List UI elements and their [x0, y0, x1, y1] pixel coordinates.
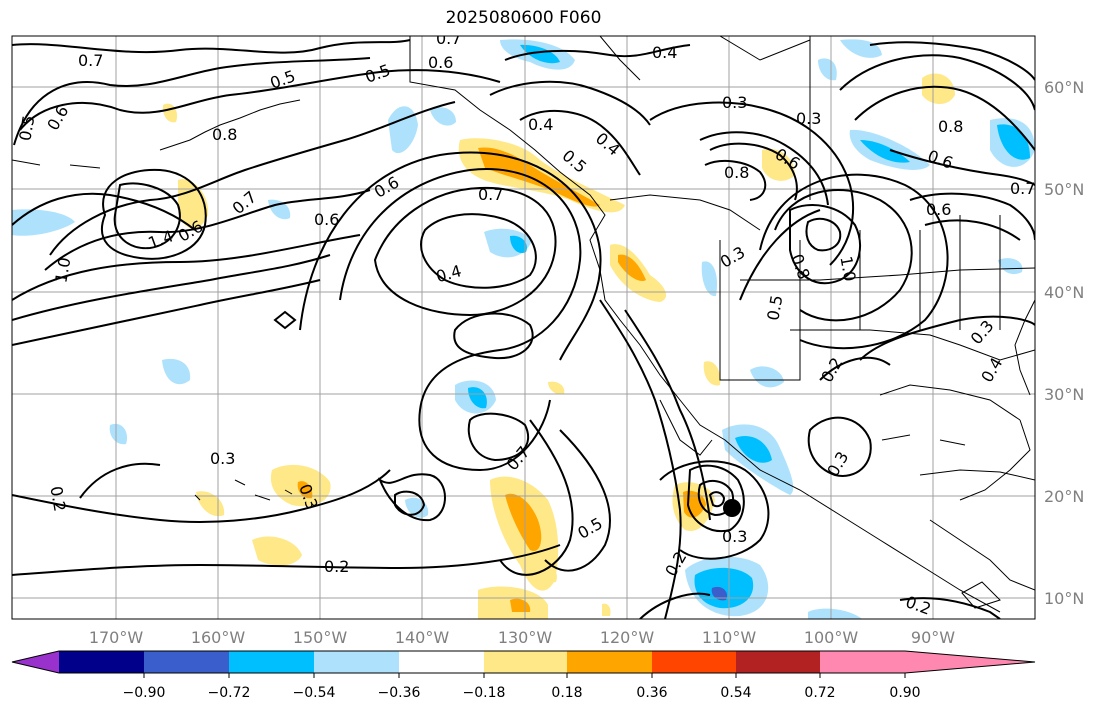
colorbar-segment — [59, 651, 144, 673]
anomaly-shading — [12, 39, 1035, 619]
contour-label: 0.4 — [652, 43, 677, 62]
lon-label: 160°W — [191, 628, 246, 647]
colorbar-tick-label: −0.18 — [463, 685, 506, 701]
map-title: 2025080600 F060 — [445, 8, 602, 28]
contour-label: 0.7 — [478, 185, 503, 204]
colorbar-tick-label: 0.18 — [551, 685, 582, 701]
contour-label: 0.5 — [763, 294, 786, 322]
contour-label: 0.7 — [1010, 179, 1035, 198]
colorbar-tick-label: 0.90 — [889, 685, 920, 701]
colorbar-ticks — [143, 673, 906, 678]
lat-label: 30°N — [1044, 385, 1084, 404]
contour-label: 0.2 — [324, 557, 349, 576]
contour-label: 0.3 — [210, 449, 235, 468]
colorbar-segment — [399, 651, 484, 673]
colorbar-tick-label: −0.72 — [208, 685, 251, 701]
colorbar-extend-max — [905, 651, 1035, 673]
colorbar-segment — [484, 651, 567, 673]
contour-label: 0.3 — [722, 93, 747, 112]
contour-label: 0.7 — [78, 51, 103, 70]
contour-label: 0.8 — [938, 117, 963, 136]
lon-label: 170°W — [89, 628, 144, 647]
colorbar-extend-min — [12, 651, 59, 673]
colorbar-segment — [652, 651, 736, 673]
colorbar-tick-label: −0.54 — [293, 685, 336, 701]
contour-label: 1.0 — [51, 256, 74, 284]
contour-label: 0.6 — [314, 210, 339, 229]
lat-label: 20°N — [1044, 487, 1084, 506]
contour-label: 0.8 — [724, 163, 749, 182]
storm-center-dot — [723, 499, 741, 517]
contour-label: 0.4 — [528, 115, 553, 134]
colorbar-tick-label: 0.72 — [804, 685, 835, 701]
lat-label: 40°N — [1044, 283, 1084, 302]
colorbar-segment — [820, 651, 905, 673]
coastlines — [12, 36, 1035, 613]
contour-label: 0.6 — [428, 53, 453, 72]
colorbar-border — [11, 650, 1036, 674]
lon-label: 130°W — [498, 628, 553, 647]
lat-label: 50°N — [1044, 180, 1084, 199]
contour-lines — [12, 39, 1035, 619]
colorbar-tick-label: −0.90 — [123, 685, 166, 701]
colorbar-tick-label: 0.54 — [720, 685, 751, 701]
lat-lon-grid — [12, 36, 1035, 619]
lat-label: 60°N — [1044, 78, 1084, 97]
lon-label: 90°W — [911, 628, 955, 647]
lon-label: 100°W — [804, 628, 859, 647]
lat-label: 10°N — [1044, 589, 1084, 608]
colorbar-segment — [736, 651, 820, 673]
contour-label: 0.2 — [46, 485, 69, 513]
contour-label: 1.0 — [836, 255, 859, 283]
colorbar-tick-label: 0.36 — [636, 685, 667, 701]
lon-label: 140°W — [395, 628, 450, 647]
lon-label: 120°W — [600, 628, 655, 647]
colorbar-segment — [567, 651, 652, 673]
longitude-labels: 170°W 160°W 150°W 140°W 130°W 120°W 110°… — [89, 628, 955, 647]
latitude-labels: 60°N 50°N 40°N 30°N 20°N 10°N — [1044, 78, 1084, 608]
lon-label: 110°W — [702, 628, 757, 647]
lon-label: 150°W — [293, 628, 348, 647]
colorbar: −0.90 −0.72 −0.54 −0.36 −0.18 0.18 0.36 … — [11, 650, 1036, 701]
contour-label: 0.3 — [722, 527, 747, 546]
colorbar-segment — [314, 651, 399, 673]
map-frame — [11, 35, 1036, 620]
contour-label: 0.7 — [436, 29, 461, 48]
colorbar-tick-label: −0.36 — [378, 685, 421, 701]
colorbar-segment — [144, 651, 229, 673]
contour-label: 0.5 — [15, 114, 38, 142]
colorbar-segment — [229, 651, 314, 673]
contour-label: 0.3 — [796, 109, 821, 128]
contour-label: 0.6 — [926, 200, 951, 219]
contour-label: 0.8 — [212, 125, 237, 144]
